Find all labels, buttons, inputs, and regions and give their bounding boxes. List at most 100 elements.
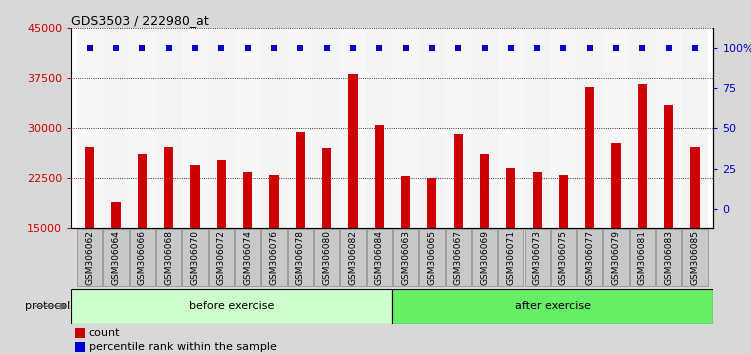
Bar (164, 147, 173, 329)
FancyBboxPatch shape (393, 229, 418, 286)
Bar (296, 132, 305, 329)
Bar (129, 28, 155, 228)
Bar (77, 28, 103, 228)
Bar (85, 147, 95, 329)
Point (163, 45, 175, 51)
Point (452, 45, 464, 51)
Bar (155, 28, 182, 228)
Bar (550, 28, 577, 228)
Bar (217, 160, 226, 329)
Text: GSM306076: GSM306076 (270, 230, 279, 285)
Bar (366, 28, 392, 228)
FancyBboxPatch shape (104, 229, 128, 286)
FancyBboxPatch shape (182, 229, 208, 286)
Point (137, 45, 149, 51)
Point (294, 45, 306, 51)
Text: protocol: protocol (26, 301, 71, 311)
FancyBboxPatch shape (498, 229, 523, 286)
Text: GSM306080: GSM306080 (322, 230, 331, 285)
Bar (137, 154, 147, 329)
Bar (74, 342, 85, 353)
Text: GSM306074: GSM306074 (243, 230, 252, 285)
Text: GSM306077: GSM306077 (585, 230, 594, 285)
FancyBboxPatch shape (209, 229, 234, 286)
Bar (656, 28, 682, 228)
Text: GSM306071: GSM306071 (506, 230, 515, 285)
Text: before exercise: before exercise (189, 301, 275, 311)
Bar (472, 28, 498, 228)
Text: GSM306070: GSM306070 (191, 230, 200, 285)
FancyBboxPatch shape (235, 229, 261, 286)
Bar (348, 74, 357, 329)
FancyBboxPatch shape (550, 229, 576, 286)
Bar (339, 28, 366, 228)
Bar (524, 28, 550, 228)
FancyBboxPatch shape (524, 229, 550, 286)
Bar (111, 202, 121, 329)
FancyBboxPatch shape (288, 229, 313, 286)
Point (531, 45, 543, 51)
Text: GSM306082: GSM306082 (348, 230, 357, 285)
Point (216, 45, 228, 51)
FancyBboxPatch shape (366, 229, 392, 286)
Bar (392, 28, 419, 228)
Point (400, 45, 412, 51)
FancyBboxPatch shape (77, 229, 102, 286)
Bar (375, 125, 384, 329)
FancyBboxPatch shape (419, 229, 445, 286)
Bar (74, 328, 85, 338)
Bar (577, 28, 603, 228)
Text: after exercise: after exercise (515, 301, 591, 311)
Bar (313, 28, 339, 228)
Text: GSM306072: GSM306072 (217, 230, 226, 285)
Point (610, 45, 622, 51)
Bar (191, 165, 200, 329)
FancyBboxPatch shape (156, 229, 181, 286)
Text: GSM306079: GSM306079 (611, 230, 620, 285)
Point (268, 45, 280, 51)
Point (189, 45, 201, 51)
Bar (506, 169, 515, 329)
Bar (287, 28, 313, 228)
Point (584, 45, 596, 51)
Bar (401, 176, 410, 329)
Point (84, 45, 96, 51)
Bar (419, 28, 445, 228)
Text: GSM306085: GSM306085 (690, 230, 699, 285)
Bar (182, 28, 208, 228)
Text: count: count (89, 328, 120, 338)
Text: GSM306083: GSM306083 (664, 230, 673, 285)
Text: GSM306073: GSM306073 (532, 230, 541, 285)
Bar (611, 143, 620, 329)
FancyBboxPatch shape (683, 229, 707, 286)
FancyBboxPatch shape (577, 229, 602, 286)
Text: GSM306075: GSM306075 (559, 230, 568, 285)
FancyBboxPatch shape (130, 229, 155, 286)
Point (321, 45, 333, 51)
Point (557, 45, 569, 51)
Bar (629, 28, 656, 228)
Bar (261, 28, 287, 228)
Point (478, 45, 490, 51)
Point (242, 45, 254, 51)
Point (110, 45, 122, 51)
Point (636, 45, 648, 51)
FancyBboxPatch shape (314, 229, 339, 286)
Point (505, 45, 517, 51)
FancyBboxPatch shape (604, 229, 629, 286)
Bar (480, 154, 489, 329)
Bar (532, 172, 541, 329)
Point (347, 45, 359, 51)
Text: GDS3503 / 222980_at: GDS3503 / 222980_at (71, 14, 209, 27)
Bar (603, 28, 629, 228)
Bar (445, 28, 472, 228)
Text: GSM306067: GSM306067 (454, 230, 463, 285)
Bar (243, 172, 252, 329)
Text: GSM306084: GSM306084 (375, 230, 384, 285)
Bar (427, 178, 436, 329)
Bar (322, 148, 331, 329)
FancyBboxPatch shape (261, 229, 287, 286)
Point (662, 45, 674, 51)
FancyBboxPatch shape (445, 229, 471, 286)
Text: GSM306063: GSM306063 (401, 230, 410, 285)
